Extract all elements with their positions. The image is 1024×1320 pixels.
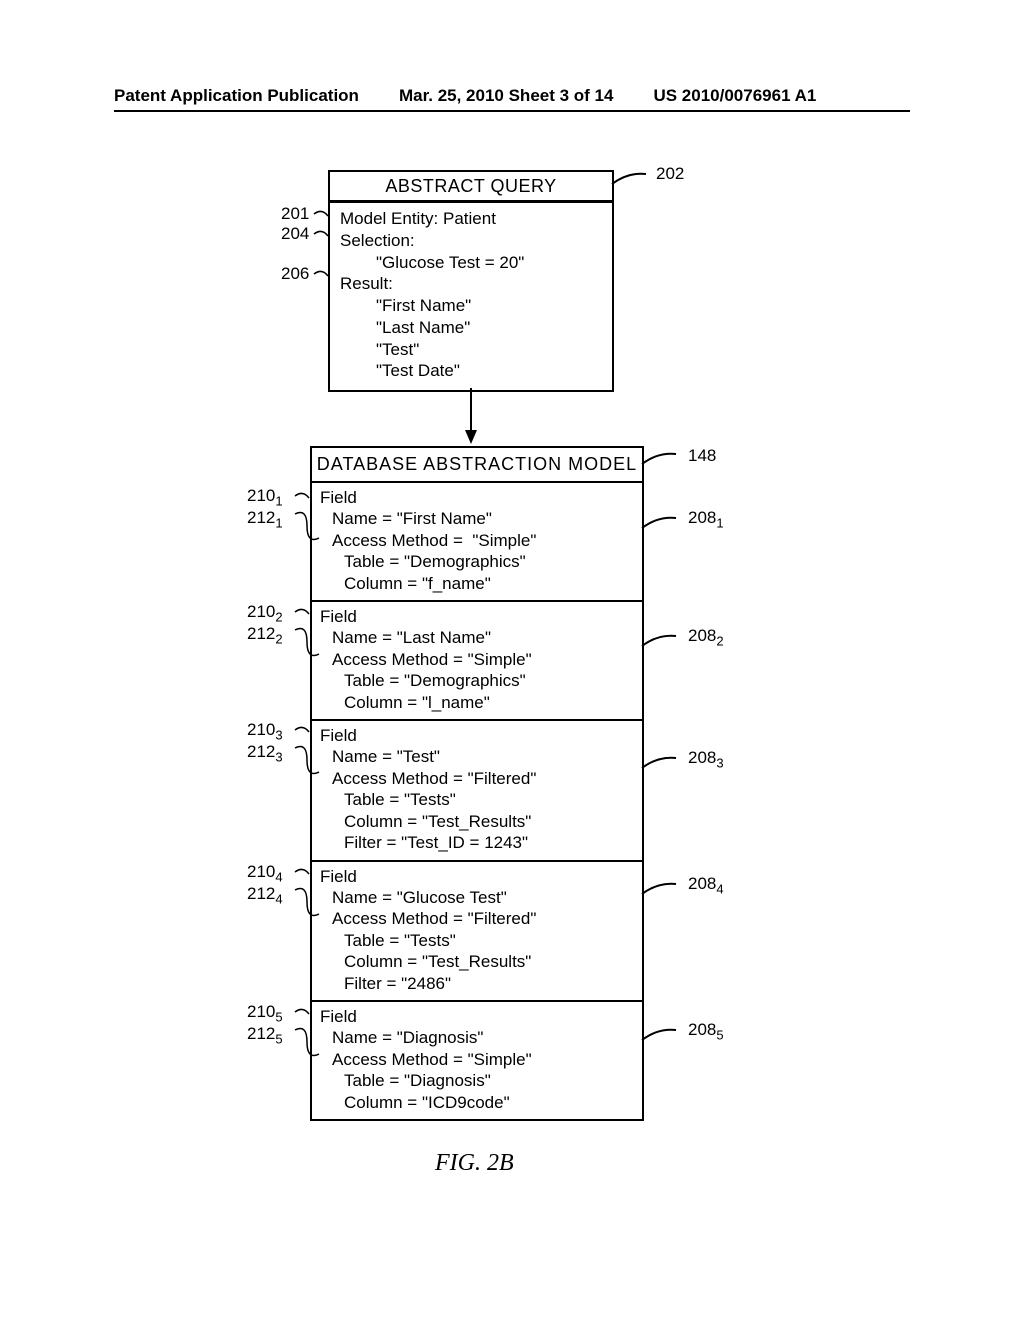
ref-208-5: 2085 <box>688 1020 724 1042</box>
field-access-2: Access Method = "Simple" <box>320 649 634 670</box>
ref-212-5: 2125 <box>247 1024 283 1046</box>
field-label-3: Field <box>320 725 634 746</box>
field-d5-0: Table = "Diagnosis" <box>320 1070 634 1091</box>
brace-212-2 <box>293 620 323 668</box>
ref-212-1: 2121 <box>247 508 283 530</box>
field-access-3: Access Method = "Filtered" <box>320 768 634 789</box>
dam-field-5: Field Name = "Diagnosis" Access Method =… <box>312 1002 642 1119</box>
selection-label: Selection: <box>340 230 602 252</box>
ref-212-3: 2123 <box>247 742 283 764</box>
field-d1-0: Table = "Demographics" <box>320 551 634 572</box>
field-name-1: Name = "First Name" <box>320 508 634 529</box>
ref-208-2: 2082 <box>688 626 724 648</box>
leader-208-3 <box>640 754 690 782</box>
ref-210-2: 2102 <box>247 602 283 624</box>
field-d4-1: Column = "Test_Results" <box>320 951 634 972</box>
field-d3-0: Table = "Tests" <box>320 789 634 810</box>
header-left: Patent Application Publication <box>114 86 359 106</box>
arrow-head-icon <box>465 430 477 444</box>
leader-208-1 <box>640 514 690 542</box>
page-header: Patent Application Publication Mar. 25, … <box>0 86 1024 106</box>
field-d3-1: Column = "Test_Results" <box>320 811 634 832</box>
model-entity-line: Model Entity: Patient <box>340 208 602 230</box>
field-access-5: Access Method = "Simple" <box>320 1049 634 1070</box>
ref-210-4: 2104 <box>247 862 283 884</box>
brace-204 <box>312 226 332 246</box>
ref-204: 204 <box>281 224 309 244</box>
ref-208-3: 2083 <box>688 748 724 770</box>
abstract-query-box: Model Entity: Patient Selection: "Glucos… <box>328 200 614 392</box>
leader-208-5 <box>640 1026 690 1054</box>
brace-212-4 <box>293 880 323 928</box>
field-label-4: Field <box>320 866 634 887</box>
figure-caption: FIG. 2B <box>435 1150 514 1177</box>
dam-box: DATABASE ABSTRACTION MODEL Field Name = … <box>310 446 644 1121</box>
ref-148: 148 <box>688 446 716 466</box>
dam-field-3: Field Name = "Test" Access Method = "Fil… <box>312 721 642 861</box>
arrow-shaft <box>470 388 472 432</box>
dam-field-4: Field Name = "Glucose Test" Access Metho… <box>312 862 642 1002</box>
field-name-4: Name = "Glucose Test" <box>320 887 634 908</box>
leader-148 <box>640 450 690 476</box>
field-d1-1: Column = "f_name" <box>320 573 634 594</box>
dam-field-1: Field Name = "First Name" Access Method … <box>312 483 642 602</box>
field-name-5: Name = "Diagnosis" <box>320 1027 634 1048</box>
brace-212-1 <box>293 504 323 552</box>
leader-202 <box>610 170 660 200</box>
ref-208-4: 2084 <box>688 874 724 896</box>
header-right: US 2010/0076961 A1 <box>653 86 816 106</box>
dam-field-2: Field Name = "Last Name" Access Method =… <box>312 602 642 721</box>
brace-212-3 <box>293 738 323 786</box>
ref-210-1: 2101 <box>247 486 283 508</box>
field-d2-1: Column = "l_name" <box>320 692 634 713</box>
selection-value: "Glucose Test = 20" <box>340 252 602 274</box>
result-value-3: "Test Date" <box>340 360 602 382</box>
field-name-2: Name = "Last Name" <box>320 627 634 648</box>
field-d2-0: Table = "Demographics" <box>320 670 634 691</box>
field-access-1: Access Method = "Simple" <box>320 530 634 551</box>
field-access-4: Access Method = "Filtered" <box>320 908 634 929</box>
brace-206 <box>312 266 332 286</box>
ref-201: 201 <box>281 204 309 224</box>
header-rule <box>114 110 910 112</box>
field-d5-1: Column = "ICD9code" <box>320 1092 634 1113</box>
field-d4-0: Table = "Tests" <box>320 930 634 951</box>
result-value-1: "Last Name" <box>340 317 602 339</box>
abstract-query-title: ABSTRACT QUERY <box>385 176 556 196</box>
brace-212-5 <box>293 1020 323 1068</box>
field-name-3: Name = "Test" <box>320 746 634 767</box>
field-label-5: Field <box>320 1006 634 1027</box>
field-d3-2: Filter = "Test_ID = 1243" <box>320 832 634 853</box>
leader-208-4 <box>640 880 690 908</box>
ref-210-3: 2103 <box>247 720 283 742</box>
field-label-1: Field <box>320 487 634 508</box>
field-d4-2: Filter = "2486" <box>320 973 634 994</box>
dam-title: DATABASE ABSTRACTION MODEL <box>312 448 642 483</box>
abstract-query-title-box: ABSTRACT QUERY <box>328 170 614 203</box>
brace-201 <box>312 206 332 226</box>
result-value-2: "Test" <box>340 339 602 361</box>
result-value-0: "First Name" <box>340 295 602 317</box>
ref-210-5: 2105 <box>247 1002 283 1024</box>
field-label-2: Field <box>320 606 634 627</box>
ref-208-1: 2081 <box>688 508 724 530</box>
leader-208-2 <box>640 632 690 660</box>
ref-202: 202 <box>656 164 684 184</box>
ref-212-4: 2124 <box>247 884 283 906</box>
header-center: Mar. 25, 2010 Sheet 3 of 14 <box>399 86 614 106</box>
ref-212-2: 2122 <box>247 624 283 646</box>
ref-206: 206 <box>281 264 309 284</box>
result-label: Result: <box>340 273 602 295</box>
